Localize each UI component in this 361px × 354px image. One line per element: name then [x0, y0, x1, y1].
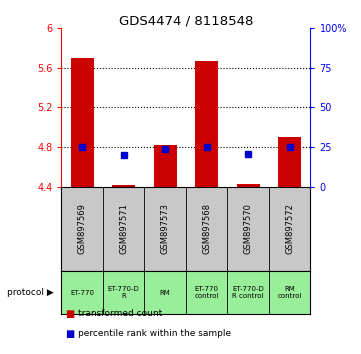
Text: transformed count: transformed count — [78, 309, 162, 318]
Text: ET-770-D
R control: ET-770-D R control — [232, 286, 264, 299]
Text: GSM897571: GSM897571 — [119, 204, 128, 255]
Text: GSM897570: GSM897570 — [244, 204, 253, 255]
Bar — [278, 137, 301, 187]
Bar — [154, 145, 177, 187]
Text: GSM897569: GSM897569 — [78, 204, 87, 255]
Text: ET-770
control: ET-770 control — [195, 286, 219, 299]
Bar — [237, 184, 260, 187]
Text: GSM897568: GSM897568 — [202, 204, 211, 255]
Bar — [71, 58, 93, 187]
Text: protocol ▶: protocol ▶ — [7, 288, 54, 297]
Text: GSM897573: GSM897573 — [161, 204, 170, 255]
Text: GSM897572: GSM897572 — [285, 204, 294, 255]
Text: percentile rank within the sample: percentile rank within the sample — [78, 330, 231, 338]
Text: RM
control: RM control — [278, 286, 302, 299]
Text: ■: ■ — [65, 309, 74, 319]
Title: GDS4474 / 8118548: GDS4474 / 8118548 — [119, 14, 253, 27]
Text: ■: ■ — [65, 329, 74, 339]
Text: ET-770: ET-770 — [70, 290, 94, 296]
Bar — [195, 61, 218, 187]
Bar — [112, 184, 135, 187]
Text: RM: RM — [160, 290, 170, 296]
Text: ET-770-D
R: ET-770-D R — [108, 286, 139, 299]
